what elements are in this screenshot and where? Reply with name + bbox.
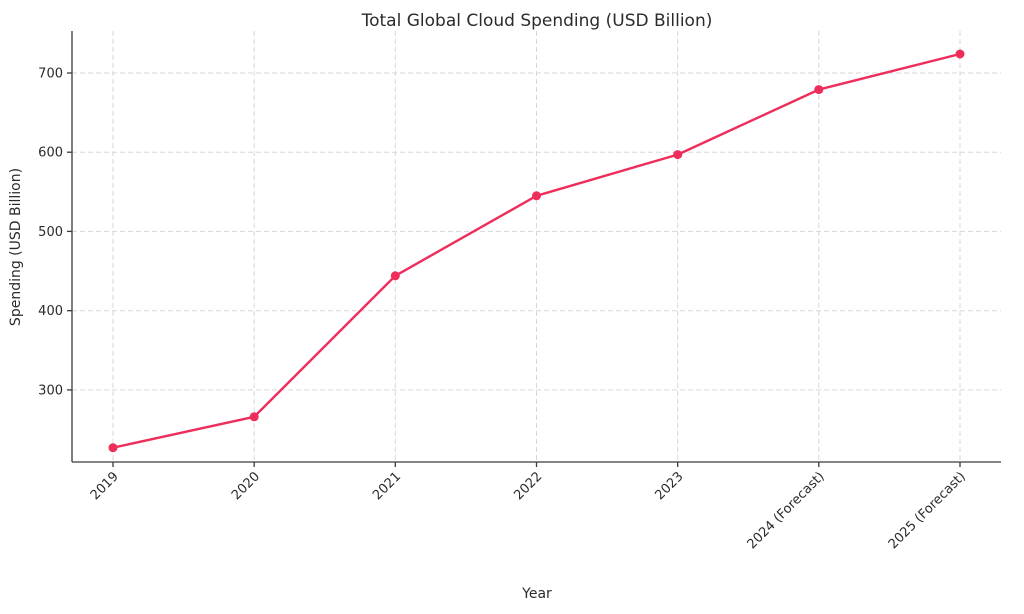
x-tick-label: 2024 (Forecast) xyxy=(745,469,828,552)
tick-labels: 300 400 500 600 700 2019 2020 2021 2022 2023 2024 … xyxy=(38,67,969,553)
y-tick-label: 400 xyxy=(38,304,63,319)
y-axis-label: Spending (USD Billion) xyxy=(8,168,24,326)
x-tick-label: 2023 xyxy=(653,469,687,503)
data-series xyxy=(108,49,965,453)
data-point-marker xyxy=(249,412,259,422)
data-point-marker xyxy=(955,49,965,59)
data-point-marker xyxy=(673,150,683,160)
data-point-marker xyxy=(532,191,541,201)
x-tick-label: 2021 xyxy=(370,469,404,503)
x-axis-label: Year xyxy=(521,586,552,602)
chart-title: Total Global Cloud Spending (USD Billion… xyxy=(361,11,713,31)
y-tick-label: 300 xyxy=(38,383,63,398)
gridlines xyxy=(72,31,1001,462)
data-point-marker xyxy=(814,85,824,95)
axes xyxy=(67,31,1001,467)
y-tick-label: 500 xyxy=(38,225,63,240)
x-tick-label: 2020 xyxy=(229,469,263,503)
x-tick-label: 2025 (Forecast) xyxy=(886,469,969,552)
x-tick-label: 2022 xyxy=(511,469,545,503)
y-tick-label: 700 xyxy=(38,67,63,82)
y-tick-label: 600 xyxy=(38,146,63,161)
data-point-marker xyxy=(390,271,400,281)
data-point-marker xyxy=(108,443,118,453)
x-tick-label: 2019 xyxy=(88,469,122,503)
